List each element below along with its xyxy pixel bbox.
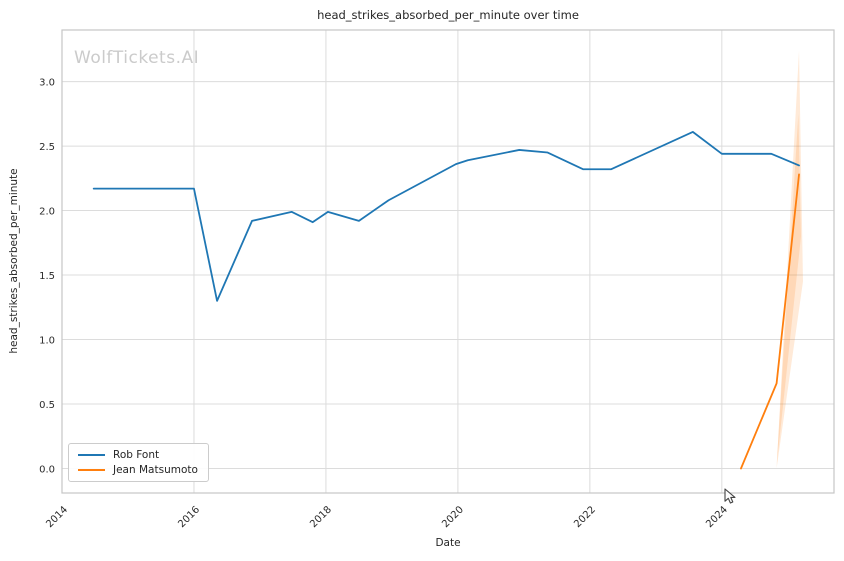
x-tick-label: 2024 [704, 504, 730, 530]
x-tick-label: 2020 [440, 504, 466, 530]
y-tick-label: 1.5 [39, 271, 55, 282]
y-tick-label: 3.0 [39, 77, 55, 88]
mouse-cursor-icon [724, 488, 736, 504]
x-axis-label: Date [435, 537, 461, 549]
y-axis-label: head_strikes_absorbed_per_minute [8, 168, 20, 354]
chart-title: head_strikes_absorbed_per_minute over ti… [317, 8, 579, 22]
y-tick-label: 0.0 [39, 464, 55, 475]
legend-label: Rob Font [113, 449, 160, 461]
series-line-rob-font [92, 130, 800, 302]
legend-line-swatch-icon [78, 469, 105, 471]
x-tick-label: 2018 [308, 504, 334, 530]
legend: Rob Font Jean Matsumoto [68, 443, 209, 482]
y-tick-label: 2.0 [39, 206, 55, 217]
y-tick-label: 2.5 [39, 142, 55, 153]
x-tick-label: 2022 [572, 504, 598, 530]
plot-border [61, 29, 835, 494]
y-tick-label: 1.0 [39, 335, 55, 346]
legend-line-swatch-icon [78, 454, 105, 456]
confidence-band [776, 113, 802, 466]
x-tick-label: 2014 [44, 504, 70, 530]
series-line-jean-matsumoto [740, 173, 800, 470]
watermark: WolfTickets.AI [74, 48, 200, 68]
legend-entry-rob-font: Rob Font [78, 449, 198, 461]
legend-label: Jean Matsumoto [113, 464, 198, 476]
legend-entry-jean-matsumoto: Jean Matsumoto [78, 464, 198, 476]
x-tick-label: 2016 [176, 504, 202, 530]
y-tick-label: 0.5 [39, 400, 55, 411]
